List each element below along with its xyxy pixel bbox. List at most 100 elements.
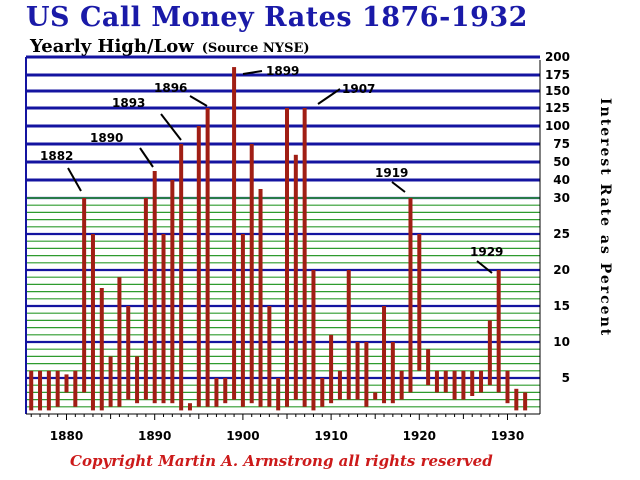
x-tick-label-1880: 1880 — [50, 429, 83, 443]
annotation-pointer-1896 — [189, 95, 208, 107]
chart-subtitle: Yearly High/Low (Source NYSE) — [30, 36, 310, 57]
y-axis-label: Interest Rate as Percent — [597, 98, 613, 337]
bar-1891 — [161, 234, 166, 404]
bar-1899 — [232, 67, 237, 400]
y-tick-label-50: 50 — [553, 155, 570, 169]
bar-1878 — [46, 370, 51, 411]
copyright-text: Copyright Martin A. Armstrong all rights… — [70, 452, 493, 470]
bar-1900 — [240, 234, 245, 407]
y-tick-label-75: 75 — [553, 137, 570, 151]
bar-1920 — [417, 234, 422, 371]
bar-1921 — [426, 349, 431, 386]
bar-1913 — [355, 342, 360, 400]
y-tick-label-25: 25 — [553, 227, 570, 241]
annotation-1890: 1890 — [90, 131, 123, 145]
bar-1894 — [187, 403, 192, 411]
bar-1925 — [461, 370, 466, 400]
bar-1928 — [487, 320, 492, 386]
bar-1889 — [143, 198, 148, 400]
bar-1884 — [99, 288, 104, 411]
bar-1902 — [258, 189, 263, 407]
x-tick-label-1920: 1920 — [403, 429, 436, 443]
chart-title: US Call Money Rates 1876-1932 — [26, 2, 528, 33]
bar-1924 — [452, 370, 457, 400]
bar-1927 — [479, 370, 484, 393]
x-ticks: 1880 1890 1900 1910 1920 1930 — [30, 414, 526, 443]
annotation-1882: 1882 — [40, 149, 73, 163]
bar-1906 — [293, 154, 298, 400]
source-note: (Source NYSE) — [201, 41, 310, 56]
bar-1888 — [135, 356, 140, 404]
y-tick-label-150: 150 — [545, 84, 570, 98]
annotation-pointer-1929 — [476, 260, 493, 274]
bar-1890 — [152, 171, 157, 404]
annotation-pointer-1893 — [160, 113, 182, 141]
y-tick-label-20: 20 — [553, 263, 570, 277]
bar-1930 — [505, 370, 510, 404]
y-tick-label-40: 40 — [553, 173, 570, 187]
bar-1880 — [64, 374, 69, 393]
annotation-pointer-1919 — [391, 181, 406, 193]
annotation-pointer-1890 — [139, 147, 154, 168]
bar-1916 — [382, 306, 387, 404]
x-tick-label-1930: 1930 — [491, 429, 524, 443]
bar-1911 — [337, 370, 342, 400]
bar-1919 — [408, 198, 413, 393]
annotation-1907: 1907 — [342, 82, 375, 96]
bar-1926 — [470, 370, 475, 396]
annotations: 1882 1890 1893 1896 1899 1907 1919 1929 — [40, 64, 503, 274]
bar-1908 — [311, 270, 316, 411]
annotation-1919: 1919 — [375, 166, 408, 180]
x-tick-label-1900: 1900 — [226, 429, 259, 443]
bar-1903 — [267, 306, 272, 407]
bar-1897 — [214, 378, 219, 407]
bar-1931 — [514, 388, 519, 411]
bar-1917 — [390, 342, 395, 404]
x-tick-label-1910: 1910 — [314, 429, 347, 443]
bar-1914 — [364, 342, 369, 407]
bar-1885 — [108, 356, 113, 407]
bar-1893 — [179, 144, 184, 411]
y-tick-label-15: 15 — [553, 299, 570, 313]
y-tick-label-10: 10 — [553, 335, 570, 349]
y-ticks: 5 10 15 20 25 30 40 50 75 100 125 150 175 200 — [545, 50, 570, 385]
bar-1923 — [443, 370, 448, 393]
bar-1881 — [73, 370, 78, 407]
annotation-pointer-1899 — [242, 70, 263, 75]
y-tick-label-100: 100 — [545, 119, 570, 133]
annotation-1896: 1896 — [154, 81, 187, 95]
bar-1918 — [399, 370, 404, 400]
y-axis-label-text: Interest Rate as Percent — [597, 98, 613, 337]
bar-1876 — [29, 370, 34, 411]
bar-1886 — [117, 277, 122, 407]
bar-1882 — [82, 198, 87, 393]
bar-1905 — [285, 108, 289, 407]
bar-1895 — [196, 126, 201, 407]
bars — [29, 67, 528, 411]
bar-1892 — [170, 180, 175, 404]
bar-1929 — [496, 270, 501, 393]
bar-1898 — [223, 378, 228, 404]
bar-1909 — [320, 378, 325, 407]
bar-1932 — [523, 392, 528, 411]
y-tick-label-30: 30 — [553, 191, 570, 205]
bar-1883 — [90, 234, 95, 411]
bar-1896 — [205, 108, 210, 407]
bar-1877 — [38, 370, 43, 411]
subtitle-text: Yearly High/Low — [30, 36, 194, 57]
y-tick-label-200: 200 — [545, 50, 570, 64]
bar-1907 — [302, 108, 307, 407]
bar-1901 — [249, 144, 254, 404]
bar-1887 — [126, 306, 131, 400]
bar-1904 — [276, 378, 281, 411]
y-tick-label-5: 5 — [562, 371, 570, 385]
annotation-1893: 1893 — [112, 96, 145, 110]
bar-1922 — [434, 370, 439, 393]
bar-1912 — [346, 270, 351, 400]
bar-1879 — [55, 370, 60, 407]
annotation-1929: 1929 — [470, 245, 503, 259]
y-tick-label-175: 175 — [545, 68, 570, 82]
annotation-1899: 1899 — [266, 64, 299, 78]
annotation-pointer-1882 — [67, 167, 82, 192]
